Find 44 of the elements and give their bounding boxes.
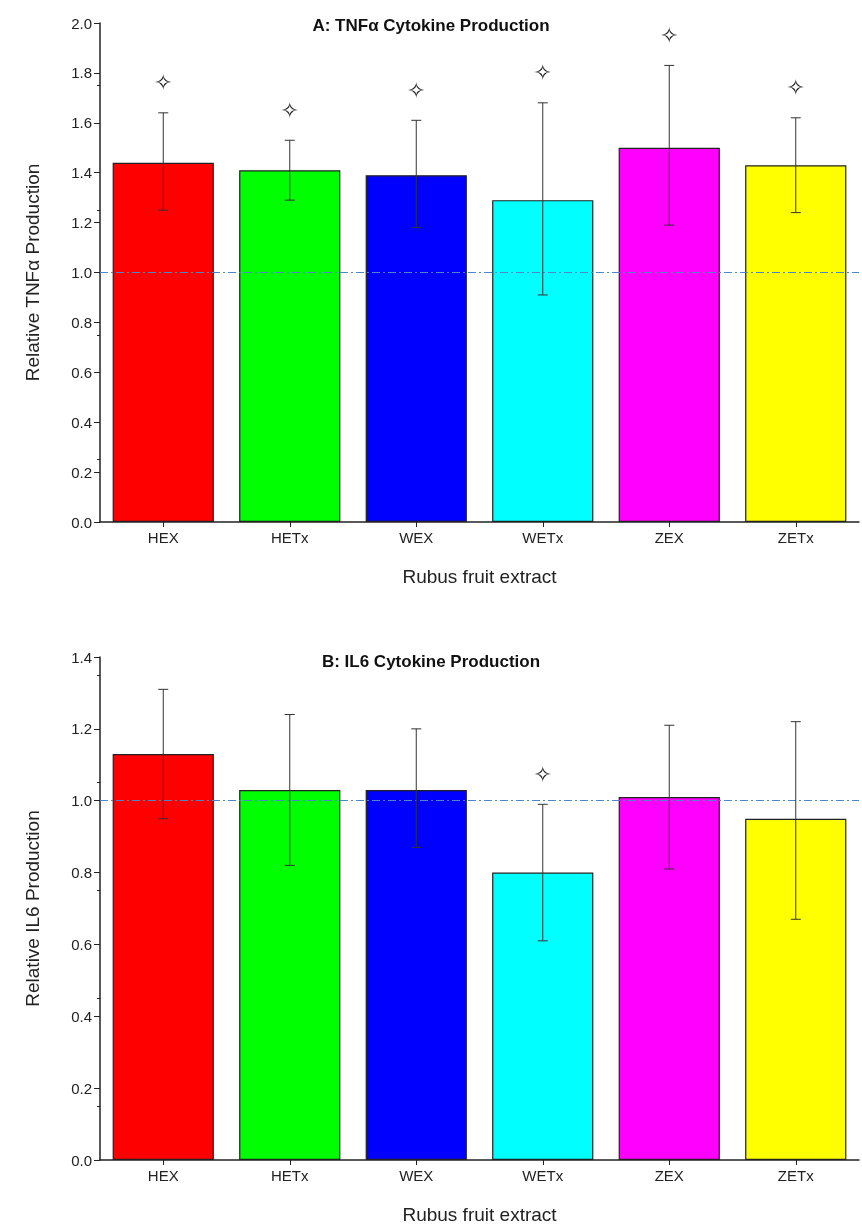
- annotation: ✧: [154, 70, 173, 96]
- x-tick-label: ZETx: [777, 529, 815, 546]
- x-tick-label: HETx: [271, 529, 309, 546]
- y-axis-title: Relative TNFα Production: [22, 163, 43, 382]
- y-tick-label: 2.0: [71, 14, 92, 32]
- y-tick-label: 0.6: [71, 935, 92, 953]
- y-tick-label: 1.2: [71, 720, 92, 738]
- x-axis-title: Rubus fruit extract: [402, 1204, 558, 1225]
- x-tick-label: HEX: [147, 529, 179, 546]
- y-tick-label: 1.0: [71, 792, 92, 810]
- y-tick-label: 1.2: [71, 214, 92, 232]
- annotation: ✧: [533, 60, 552, 86]
- y-tick-label: 0.2: [71, 1079, 92, 1097]
- x-tick-label: WETx: [522, 1167, 564, 1184]
- x-tick-label: HEX: [147, 1167, 179, 1184]
- x-tick-label: WETx: [522, 529, 564, 546]
- chart-title: B: IL6 Cytokine Production: [321, 652, 541, 671]
- y-tick-label: 1.6: [71, 114, 92, 132]
- x-tick-label: WEX: [399, 1167, 434, 1184]
- y-tick-label: 0.0: [71, 513, 92, 531]
- y-tick-label: 0.4: [71, 1007, 92, 1025]
- x-axis-title: Rubus fruit extract: [402, 566, 558, 587]
- x-tick-label: HETx: [271, 1167, 309, 1184]
- y-tick-label: 0.2: [71, 463, 92, 481]
- y-tick-label: 0.6: [71, 363, 92, 381]
- y-tick-label: 1.0: [71, 264, 92, 281]
- annotation: ✧: [407, 77, 426, 103]
- y-tick-label: 1.8: [71, 64, 92, 82]
- x-tick-label: ZEX: [654, 529, 684, 546]
- y-tick-label: 1.4: [71, 164, 92, 182]
- y-tick-label: 1.4: [71, 648, 92, 666]
- x-tick-label: ZETx: [777, 1167, 815, 1184]
- annotation: ✧: [660, 22, 679, 48]
- y-tick-label: 0.0: [71, 1151, 92, 1169]
- annotation: ✧: [533, 761, 552, 787]
- y-tick-label: 0.8: [71, 313, 92, 331]
- annotation: ✧: [280, 97, 299, 123]
- annotation: ✧: [786, 75, 805, 101]
- y-tick-label: 0.4: [71, 413, 92, 431]
- y-tick-label: 0.8: [71, 864, 92, 882]
- chart-title: A: TNFα Cytokine Production: [312, 16, 550, 35]
- y-axis-title: Relative IL6 Production: [22, 810, 43, 1007]
- x-tick-label: WEX: [399, 529, 434, 546]
- x-tick-label: ZEX: [654, 1167, 684, 1184]
